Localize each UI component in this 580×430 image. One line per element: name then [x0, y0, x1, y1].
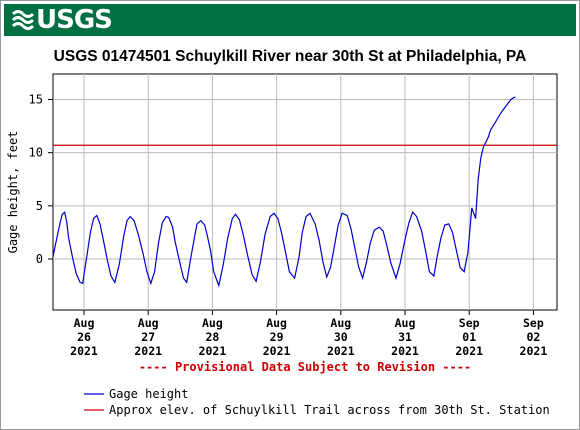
y-tick-label-1: 5	[36, 199, 43, 213]
x-axis-ticks: Aug262021Aug272021Aug282021Aug292021Aug3…	[70, 310, 547, 358]
usgs-logo-text: USGS	[36, 5, 113, 35]
x-tick-label-1-month: Aug	[138, 316, 159, 330]
x-gridlines	[83, 74, 534, 310]
x-tick-label-6-day: 01	[462, 330, 476, 344]
x-tick-label-4-day: 30	[334, 330, 348, 344]
x-tick-label-3-year: 2021	[263, 344, 291, 358]
x-tick-label-3-month: Aug	[266, 316, 287, 330]
x-tick-label-7-month: Sep	[523, 316, 544, 330]
y-tick-label-3: 15	[29, 93, 43, 107]
x-tick-label-5-day: 31	[398, 330, 412, 344]
x-tick-label-4-month: Aug	[330, 316, 351, 330]
x-tick-label-0-day: 26	[77, 330, 91, 344]
y-axis-ticks: 0 5 10 15	[29, 93, 53, 266]
x-tick-label-3-day: 29	[270, 330, 284, 344]
plot-border	[52, 73, 558, 311]
x-tick-label-1-day: 27	[141, 330, 155, 344]
chart-title: USGS 01474501 Schuylkill River near 30th…	[54, 48, 527, 65]
x-tick-label-4-year: 2021	[327, 344, 355, 358]
x-tick-label-7-day: 02	[526, 330, 540, 344]
x-tick-label-0-year: 2021	[70, 344, 98, 358]
y-gridlines	[53, 99, 557, 260]
y-axis-label: Gage height, feet	[6, 131, 20, 254]
usgs-wave-icon	[12, 10, 34, 30]
x-tick-label-7-year: 2021	[520, 344, 548, 358]
x-tick-label-2-month: Aug	[202, 316, 223, 330]
x-tick-label-2-year: 2021	[199, 344, 227, 358]
legend-label-reference: Approx elev. of Schuylkill Trail across …	[109, 403, 550, 417]
usgs-banner: USGS	[4, 4, 576, 36]
y-tick-label-2: 10	[29, 146, 43, 160]
usgs-logo[interactable]: USGS	[12, 5, 113, 35]
plot-area	[52, 73, 558, 311]
x-tick-label-1-year: 2021	[134, 344, 162, 358]
x-tick-label-0-month: Aug	[74, 316, 95, 330]
x-tick-label-6-month: Sep	[459, 316, 480, 330]
x-tick-label-2-day: 28	[205, 330, 219, 344]
series-gage-height-line	[52, 96, 516, 288]
y-tick-label-0: 0	[36, 252, 43, 266]
legend-label-gage-height: Gage height	[109, 387, 188, 401]
x-tick-label-6-year: 2021	[455, 344, 483, 358]
provisional-note: ---- Provisional Data Subject to Revisio…	[139, 360, 471, 374]
x-tick-label-5-year: 2021	[391, 344, 419, 358]
legend: Gage height Approx elev. of Schuylkill T…	[84, 387, 550, 417]
x-tick-label-5-month: Aug	[395, 316, 416, 330]
